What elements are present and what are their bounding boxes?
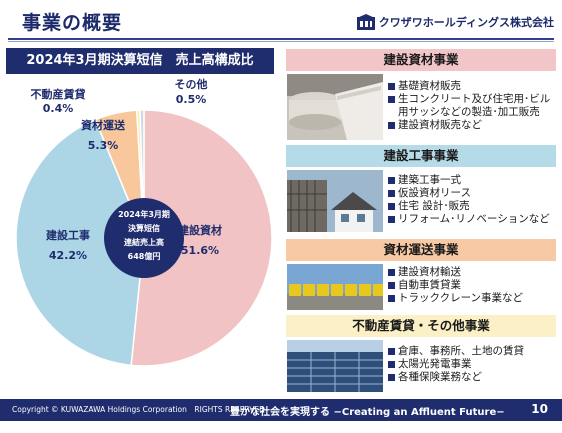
footer-copyright: Copyright © KUWAZAWA Holdings Corporatio… [12,405,265,414]
list-construction-works: 建築工事一式 仮設資材リース 住宅 設計･販売 リフォーム･リノベーションなど [388,174,560,226]
section-head-construction-works: 建設工事事業 [286,145,556,167]
title-rule-thin [8,41,554,42]
list-item: 各種保険業務など [388,371,560,384]
list-item: 建設資材販売など [388,119,560,132]
slice-label-construction-materials: 建設資材 [178,223,222,237]
center-label-line-4: 648億円 [128,251,161,261]
page-number: 10 [531,402,548,416]
pie-center-disc [104,198,184,278]
list-item: 生コンクリート及び住宅用･ビル用サッシなどの製造･加工販売 [388,93,560,119]
section-head-material-transport: 資材運送事業 [286,239,556,261]
slice-value-real-estate: 0.4% [43,102,74,115]
center-label-line-3: 連結売上高 [124,237,164,247]
list-item: 建設資材輸送 [388,266,560,279]
list-construction-materials: 基礎資材販売 生コンクリート及び住宅用･ビル用サッシなどの製造･加工販売 建設資… [388,80,560,132]
list-item: 建築工事一式 [388,174,560,187]
title-rule [8,38,554,40]
footer-slogan: 豊かな社会を実現する −Creating an Affluent Future− [230,407,505,418]
list-item: リフォーム･リノベーションなど [388,213,560,226]
list-real-estate-other: 倉庫、事務所、土地の賃貸 太陽光発電事業 各種保険業務など [388,345,560,384]
slice-label-construction-works: 建設工事 [46,228,90,242]
list-item: 基礎資材販売 [388,80,560,93]
slice-value-construction-works: 42.2% [49,249,87,262]
list-item: 自動車賃貸業 [388,279,560,292]
page-title: 事業の概要 [22,12,123,34]
list-item: 太陽光発電事業 [388,358,560,371]
footer: Copyright © KUWAZAWA Holdings Corporatio… [0,399,562,421]
center-label-line-2: 決算短信 [128,223,160,233]
slice-label-real-estate: 不動産賃貸 [31,87,86,101]
pie-chart: 2024年3月期 決算短信 連結売上高 648億円 建設資材 51.6% 建設工… [15,77,273,367]
slice-value-material-transport: 5.3% [88,139,119,152]
pie-slice-construction-materials [130,109,273,367]
list-item: トラッククレーン事業など [388,292,560,305]
section-head-construction-materials: 建設資材事業 [286,49,556,71]
center-label-line-1: 2024年3月期 [118,209,170,219]
slice-label-material-transport: 資材運送 [81,118,126,132]
chart-heading: 2024年3月期決算短信 売上高構成比 [6,48,274,74]
list-item: 住宅 設計･販売 [388,200,560,213]
slice-label-other: その他 [175,77,208,91]
list-item: 倉庫、事務所、土地の賃貸 [388,345,560,358]
photo-construction-materials [287,74,383,140]
truck-row-icon [289,284,383,296]
pie-slice-construction-works [15,118,145,367]
list-item: 仮設資材リース [388,187,560,200]
slice-value-other: 0.5% [176,93,207,106]
company-logo-icon [356,14,375,30]
section-head-real-estate-other: 不動産賃貸・その他事業 [286,315,556,337]
photo-solar-power [287,340,383,392]
photo-construction-works [287,170,383,232]
list-material-transport: 建設資材輸送 自動車賃貸業 トラッククレーン事業など [388,266,560,305]
brand-name: クワザワホールディングス株式会社 [378,16,554,29]
brand: クワザワホールディングス株式会社 [356,14,554,30]
photo-material-transport [287,264,383,310]
slice-value-construction-materials: 51.6% [181,244,219,257]
